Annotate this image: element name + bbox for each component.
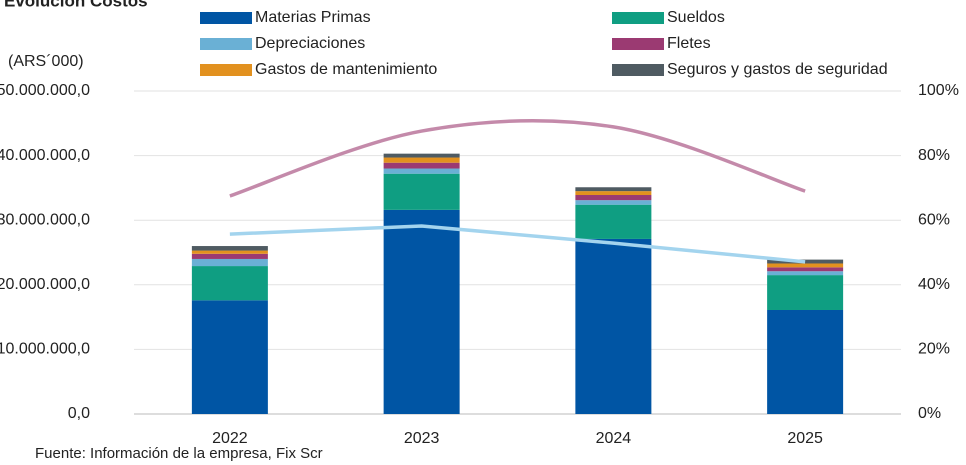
bar-segment (383, 153, 460, 158)
legend-swatch (612, 12, 664, 24)
bar-segment (191, 266, 268, 301)
bar-segment (575, 204, 652, 239)
y-tick-label: 30.000.000,0 (0, 211, 90, 228)
legend-swatch (200, 38, 252, 50)
bar-segment (575, 191, 652, 196)
bar-segment (383, 168, 460, 174)
legend-swatch (200, 12, 252, 24)
bar-segment (575, 187, 652, 192)
bar-segment (383, 162, 460, 169)
bar-segment (383, 157, 460, 163)
bar-segment (575, 195, 652, 201)
line-series (229, 118, 806, 198)
bar-segment (383, 173, 460, 210)
legend-label: Sueldos (667, 9, 725, 26)
bar-segment (191, 250, 268, 254)
y2-tick-label: 20% (918, 341, 950, 358)
y2-tick-label: 60% (918, 211, 950, 228)
legend-swatch (200, 64, 252, 76)
y-tick-label: 50.000.000,0 (0, 82, 90, 99)
bar-segment (767, 267, 844, 272)
x-tick-label: 2022 (212, 430, 248, 447)
legend-label: Depreciaciones (255, 35, 365, 52)
bar-segment (575, 238, 652, 414)
bar-segment (191, 300, 268, 414)
x-tick-label: 2025 (787, 430, 823, 447)
y2-tick-label: 0% (918, 405, 941, 422)
y-axis-label: (ARS´000) (8, 53, 84, 70)
y-tick-label: 10.000.000,0 (0, 341, 90, 358)
bar-segment (767, 263, 844, 268)
bar-segment (767, 275, 844, 310)
legend-swatch (612, 64, 664, 76)
legend-label: Gastos de mantenimiento (255, 61, 437, 78)
bar-segment (767, 309, 844, 414)
bar-segment (767, 271, 844, 276)
y2-tick-label: 100% (918, 82, 959, 99)
legend-swatch (612, 38, 664, 50)
bar-segment (383, 209, 460, 414)
chart-title: Evolución Costos (4, 0, 148, 10)
y-tick-label: 40.000.000,0 (0, 147, 90, 164)
x-tick-label: 2023 (404, 430, 440, 447)
bar-segment (191, 258, 268, 267)
x-tick-label: 2024 (596, 430, 632, 447)
bar-segment (575, 200, 652, 205)
bar-segment (191, 246, 268, 251)
legend-label: Seguros y gastos de seguridad (667, 61, 888, 78)
y2-tick-label: 40% (918, 276, 950, 293)
legend-label: Materias Primas (255, 9, 371, 26)
y2-tick-label: 80% (918, 147, 950, 164)
y-tick-label: 20.000.000,0 (0, 276, 90, 293)
y-tick-label: 0,0 (68, 405, 90, 422)
line-series (229, 224, 806, 264)
legend-label: Fletes (667, 35, 711, 52)
bar-segment (191, 253, 268, 259)
source-note: Fuente: Información de la empresa, Fix S… (35, 445, 323, 462)
